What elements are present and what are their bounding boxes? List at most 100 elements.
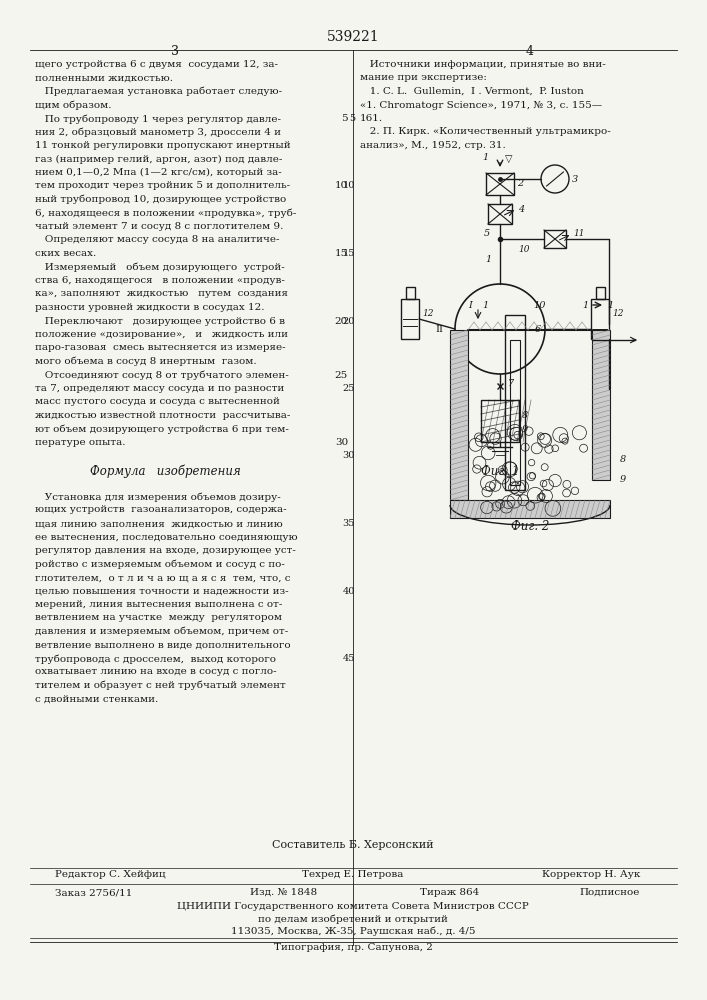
Bar	[486, 173, 514, 195]
Text: Редактор С. Хейфиц: Редактор С. Хейфиц	[55, 870, 165, 879]
Text: целью повышения точности и надежности из-: целью повышения точности и надежности из…	[35, 586, 288, 595]
Text: Формула   изобретения: Формула изобретения	[90, 465, 240, 479]
Bar	[591, 299, 609, 339]
Text: 9: 9	[620, 476, 626, 485]
Text: 7: 7	[508, 378, 514, 387]
Text: 11: 11	[573, 230, 585, 238]
Text: 12: 12	[612, 310, 624, 318]
Text: по делам изобретений и открытий: по делам изобретений и открытий	[258, 914, 448, 924]
Text: 539221: 539221	[327, 30, 380, 44]
Text: мерений, линия вытеснения выполнена с от-: мерений, линия вытеснения выполнена с от…	[35, 600, 282, 609]
Bar	[505, 315, 525, 490]
Text: 10: 10	[518, 244, 530, 253]
Text: Установка для измерения объемов дозиру-: Установка для измерения объемов дозиру-	[35, 492, 281, 502]
Text: 3: 3	[171, 45, 179, 58]
Text: жидкостью известной плотности  рассчитыва-: жидкостью известной плотности рассчитыва…	[35, 411, 291, 420]
Text: щим образом.: щим образом.	[35, 101, 112, 110]
Text: Измеряемый   объем дозирующего  устрой-: Измеряемый объем дозирующего устрой-	[35, 262, 285, 272]
Text: 10: 10	[534, 300, 547, 310]
Text: 9: 9	[522, 424, 528, 434]
Text: 10: 10	[334, 182, 348, 190]
Text: 11 тонкой регулировки пропускают инертный: 11 тонкой регулировки пропускают инертны…	[35, 141, 291, 150]
Text: 20: 20	[343, 316, 355, 326]
Text: ЦНИИПИ Государственного комитета Совета Министров СССР: ЦНИИПИ Государственного комитета Совета …	[177, 902, 529, 911]
Text: регулятор давления на входе, дозирующее уст-: регулятор давления на входе, дозирующее …	[35, 546, 296, 555]
Text: 5: 5	[349, 114, 355, 123]
Text: та 7, определяют массу сосуда и по разности: та 7, определяют массу сосуда и по разно…	[35, 384, 284, 393]
Text: 15: 15	[334, 249, 348, 258]
Text: ее вытеснения, последовательно соединяющую: ее вытеснения, последовательно соединяющ…	[35, 532, 298, 542]
Text: ских весах.: ских весах.	[35, 249, 96, 258]
Text: полненными жидкостью.: полненными жидкостью.	[35, 74, 173, 83]
Text: с двойными стенками.: с двойными стенками.	[35, 694, 158, 704]
Text: Типография, пр. Сапунова, 2: Типография, пр. Сапунова, 2	[274, 943, 433, 952]
Text: 1. C. L.  Gullemin,  I . Vermont,  P. Iuston: 1. C. L. Gullemin, I . Vermont, P. Iusto…	[360, 87, 584, 96]
Text: 35: 35	[343, 519, 355, 528]
Text: 8: 8	[522, 412, 528, 420]
Text: 45: 45	[343, 654, 355, 663]
Text: тем проходит через тройник 5 и дополнитель-: тем проходит через тройник 5 и дополните…	[35, 182, 290, 190]
Text: паро-газовая  смесь вытесняется из измеряе-: паро-газовая смесь вытесняется из измеря…	[35, 344, 286, 353]
Text: 1: 1	[482, 152, 489, 161]
Text: 1: 1	[482, 300, 488, 310]
Text: 12: 12	[422, 310, 433, 318]
Text: I: I	[468, 300, 472, 310]
Text: 3: 3	[572, 174, 578, 184]
Text: ветвление выполнено в виде дополнительного: ветвление выполнено в виде дополнительно…	[35, 641, 291, 650]
Text: Корректор Н. Аук: Корректор Н. Аук	[542, 870, 640, 879]
Text: 161.: 161.	[360, 114, 383, 123]
Text: 5: 5	[341, 114, 348, 123]
Text: положение «дозирование»,   и   жидкость или: положение «дозирование», и жидкость или	[35, 330, 288, 339]
Text: мого объема в сосуд 8 инертным  газом.: мого объема в сосуд 8 инертным газом.	[35, 357, 257, 366]
Text: Определяют массу сосуда 8 на аналитиче-: Определяют массу сосуда 8 на аналитиче-	[35, 235, 279, 244]
Text: 2. П. Кирк. «Количественный ультрамикро-: 2. П. Кирк. «Количественный ультрамикро-	[360, 127, 611, 136]
Text: щая линию заполнения  жидкостью и линию: щая линию заполнения жидкостью и линию	[35, 519, 283, 528]
Text: 30: 30	[334, 438, 348, 447]
Text: ▽: ▽	[505, 154, 513, 164]
Bar	[481, 400, 519, 442]
Text: ка», заполняют  жидкостью   путем  создания: ка», заполняют жидкостью путем создания	[35, 290, 288, 298]
Text: 4: 4	[518, 206, 525, 215]
Text: мание при экспертизе:: мание при экспертизе:	[360, 74, 487, 83]
Bar	[592, 330, 610, 480]
Text: глотителем,  о т л и ч а ю щ а я с я  тем, что, с: глотителем, о т л и ч а ю щ а я с я тем,…	[35, 573, 291, 582]
Text: Техред Е. Петрова: Техред Е. Петрова	[303, 870, 404, 879]
Text: 20: 20	[334, 316, 348, 326]
Text: 2: 2	[517, 180, 523, 188]
Text: ный трубопровод 10, дозирующее устройство: ный трубопровод 10, дозирующее устройств…	[35, 195, 286, 205]
Text: «1. Chromatogr Science», 1971, № 3, с. 155—: «1. Chromatogr Science», 1971, № 3, с. 1…	[360, 101, 602, 109]
Text: щего устройства 6 с двумя  сосудами 12, за-: щего устройства 6 с двумя сосудами 12, з…	[35, 60, 278, 69]
Bar	[450, 500, 610, 518]
Text: ют объем дозирующего устройства 6 при тем-: ют объем дозирующего устройства 6 при те…	[35, 424, 289, 434]
Text: 5: 5	[484, 230, 490, 238]
Bar	[450, 330, 468, 500]
Text: Источники информации, принятые во вни-: Источники информации, принятые во вни-	[360, 60, 606, 69]
Text: 8: 8	[620, 456, 626, 464]
Text: масс пустого сосуда и сосуда с вытесненной: масс пустого сосуда и сосуда с вытесненн…	[35, 397, 280, 406]
Text: газ (например гелий, аргон, азот) под давле-: газ (например гелий, аргон, азот) под да…	[35, 154, 282, 164]
Text: Отсоединяют сосуд 8 от трубчатого элемен-: Отсоединяют сосуд 8 от трубчатого элемен…	[35, 370, 288, 380]
Text: разности уровней жидкости в сосудах 12.: разности уровней жидкости в сосудах 12.	[35, 303, 264, 312]
Text: ства 6, находящегося   в положении «продув-: ства 6, находящегося в положении «продув…	[35, 276, 285, 285]
Text: 25: 25	[334, 370, 348, 379]
Text: Фиг. 1: Фиг. 1	[481, 465, 519, 478]
Text: ющих устройств  газоанализаторов, содержа-: ющих устройств газоанализаторов, содержа…	[35, 506, 286, 514]
Text: 1: 1	[582, 300, 588, 310]
Text: 25: 25	[343, 384, 355, 393]
Text: Подписное: Подписное	[580, 888, 640, 897]
Text: 6, находящееся в положении «продувка», труб-: 6, находящееся в положении «продувка», т…	[35, 209, 296, 218]
Text: Составитель Б. Херсонский: Составитель Б. Херсонский	[272, 840, 434, 850]
Text: 6: 6	[535, 324, 542, 334]
Text: трубопровода с дросселем,  выход которого: трубопровода с дросселем, выход которого	[35, 654, 276, 664]
Text: 30: 30	[343, 452, 355, 460]
Text: 40: 40	[343, 586, 355, 595]
Text: анализ», М., 1952, стр. 31.: анализ», М., 1952, стр. 31.	[360, 141, 506, 150]
Text: По трубопроводу 1 через регулятор давле-: По трубопроводу 1 через регулятор давле-	[35, 114, 281, 123]
Text: чатый элемент 7 и сосуд 8 с поглотителем 9.: чатый элемент 7 и сосуд 8 с поглотителем…	[35, 222, 284, 231]
Text: Изд. № 1848: Изд. № 1848	[250, 888, 317, 897]
Bar	[406, 287, 414, 299]
Text: Заказ 2756/11: Заказ 2756/11	[55, 888, 132, 897]
Text: Фиг. 2: Фиг. 2	[511, 520, 549, 533]
Text: II: II	[435, 324, 443, 334]
Text: ния 2, образцовый манометр 3, дроссели 4 и: ния 2, образцовый манометр 3, дроссели 4…	[35, 127, 281, 137]
